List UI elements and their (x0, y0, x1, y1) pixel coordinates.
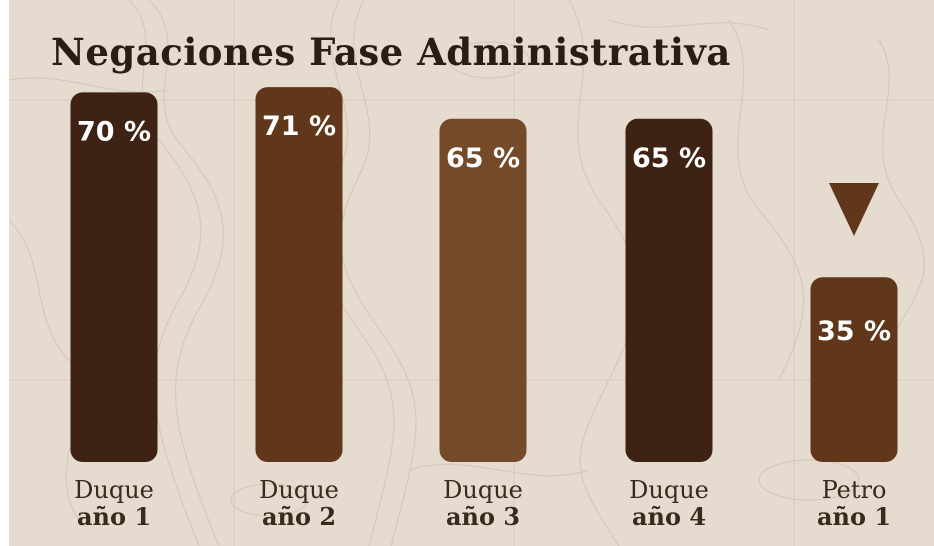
chart-panel: Negaciones Fase Administrativa 70 % 71 % 6… (9, 0, 934, 546)
category-label-year-2: año 2 (262, 502, 336, 531)
bar-1 (70, 92, 158, 463)
bar-value-label-3: 65 % (446, 143, 520, 174)
bar-value-label-4: 65 % (632, 143, 706, 174)
bar-2 (255, 87, 343, 463)
bars: 70 % 71 % 65 % 65 % 35 % (70, 87, 898, 463)
chart-title: Negaciones Fase Administrativa (51, 30, 731, 74)
category-label-name-1: Duque (74, 476, 154, 504)
bar-4 (625, 118, 713, 463)
bar-value-label-1: 70 % (77, 116, 151, 147)
bar-value-label-2: 71 % (262, 111, 336, 142)
bar-5 (810, 277, 898, 462)
category-label-year-5: año 1 (817, 502, 891, 531)
category-label-year-3: año 3 (446, 502, 520, 531)
decrease-triangle-icon (829, 183, 879, 236)
category-label-year-4: año 4 (632, 502, 706, 531)
bar-3 (439, 118, 527, 463)
category-label-year-1: año 1 (77, 502, 151, 531)
category-label-name-2: Duque (259, 476, 339, 504)
category-label-name-4: Duque (629, 476, 709, 504)
category-label-name-3: Duque (443, 476, 523, 504)
bar-value-label-5: 35 % (817, 316, 891, 347)
category-label-name-5: Petro (822, 476, 887, 504)
